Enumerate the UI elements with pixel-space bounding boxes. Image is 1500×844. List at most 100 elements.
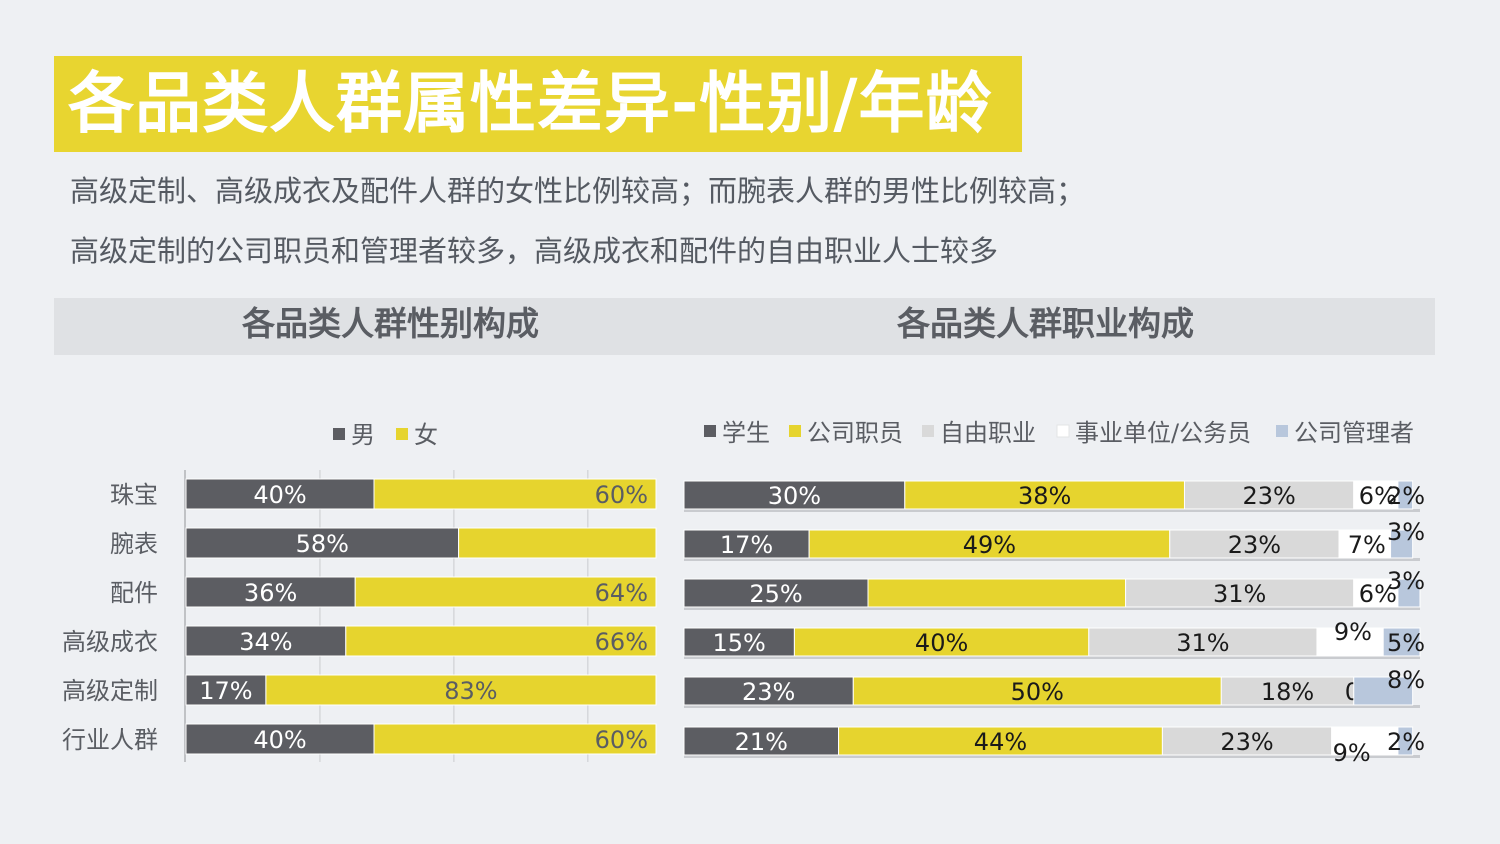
bar-segment: [683, 726, 840, 756]
data-label: 15%: [713, 629, 766, 657]
bar-segment: [1382, 627, 1421, 657]
bar-segment: [1397, 578, 1421, 608]
data-label: 17%: [199, 677, 252, 705]
bar-segment: [683, 676, 854, 706]
data-label: 7%: [1348, 531, 1386, 559]
bar-segment: [265, 674, 657, 706]
bar-shadow: [684, 509, 1420, 512]
legend-swatch: [789, 425, 801, 437]
section-header-band: [54, 298, 1435, 355]
bar-shadow: [684, 705, 1420, 708]
data-label: 31%: [1213, 580, 1266, 608]
bar-segment: [1183, 480, 1355, 510]
bar-shadow: [684, 558, 1420, 561]
bar-shadow: [684, 755, 1420, 758]
data-label: 66%: [595, 628, 648, 656]
bar-shadow: [684, 607, 1420, 610]
data-label: 5%: [1387, 629, 1425, 657]
data-label: 6%: [1359, 580, 1397, 608]
legend-label: 男: [351, 421, 375, 449]
bar-segment: [852, 676, 1222, 706]
subtitle-line-2: 高级定制的公司职员和管理者较多，高级成衣和配件的自由职业人士较多: [70, 234, 999, 268]
data-label: 40%: [253, 726, 306, 754]
data-label: 3%: [1387, 567, 1425, 595]
bar-segment: [1316, 627, 1384, 657]
bar-segment: [185, 674, 267, 706]
bar-segment: [185, 723, 375, 755]
bar-segment: [354, 576, 657, 608]
data-label: 44%: [974, 728, 1027, 756]
data-label: 9%: [1333, 739, 1371, 767]
legend-label: 学生: [722, 419, 770, 447]
data-label: 31%: [1176, 629, 1229, 657]
bar-segment: [1397, 726, 1414, 756]
right-section-title: 各品类人群职业构成: [897, 304, 1194, 343]
data-label: 40%: [253, 481, 306, 509]
left-section-title: 各品类人群性别构成: [242, 304, 539, 343]
data-label: 8%: [1387, 666, 1425, 694]
page-title: 各品类人群属性差异-性别/年龄: [68, 65, 993, 142]
bar-segment: [838, 726, 1163, 756]
data-label: 2%: [1387, 482, 1425, 510]
bar-segment: [904, 480, 1185, 510]
data-label: 49%: [963, 531, 1016, 559]
data-label: 21%: [735, 728, 788, 756]
bar-segment: [683, 480, 906, 510]
bar-segment: [1390, 529, 1414, 559]
legend-swatch: [1276, 425, 1288, 437]
legend-label: 公司职员: [807, 419, 903, 447]
bar-segment: [1331, 726, 1399, 756]
bar-segment: [1353, 480, 1399, 510]
category-label: 行业人群: [62, 726, 158, 754]
legend-swatch: [922, 425, 934, 437]
bar-segment: [185, 576, 356, 608]
data-label: 30%: [768, 482, 821, 510]
bar-segment: [1353, 578, 1399, 608]
data-label: 23%: [1220, 728, 1273, 756]
legend-label: 女: [414, 421, 438, 449]
bar-segment: [185, 625, 347, 657]
data-label: 2%: [1387, 728, 1425, 756]
legend-swatch: [396, 428, 408, 440]
bar-segment: [1220, 676, 1355, 706]
legend-label: 公司管理者: [1294, 419, 1414, 447]
category-label: 高级定制: [62, 677, 158, 705]
category-label: 腕表: [110, 530, 158, 558]
bar-segment: [458, 527, 657, 559]
bar-segment: [683, 529, 810, 559]
bar-segment: [373, 478, 657, 510]
title-banner: [54, 56, 1022, 152]
data-label: 17%: [720, 531, 773, 559]
category-label: 高级成衣: [62, 628, 158, 656]
bar-segment: [793, 627, 1090, 657]
bar-segment: [867, 578, 1127, 608]
bar-segment: [185, 478, 375, 510]
data-label: 64%: [595, 579, 648, 607]
data-label: 18%: [1261, 678, 1314, 706]
data-label: 40%: [915, 629, 968, 657]
data-label: 9%: [1334, 618, 1372, 646]
data-label: 58%: [296, 530, 349, 558]
legend-label: 自由职业: [940, 419, 1036, 447]
legend-label: 事业单位/公务员: [1075, 419, 1251, 447]
legend-swatch: [1056, 424, 1070, 438]
data-label: 34%: [239, 628, 292, 656]
legend-swatch: [704, 425, 716, 437]
data-label: 83%: [444, 677, 497, 705]
data-label: 23%: [1242, 482, 1295, 510]
category-label: 珠宝: [110, 481, 158, 509]
data-label: 3%: [1387, 518, 1425, 546]
data-label: 25%: [749, 580, 802, 608]
data-label: 60%: [595, 481, 648, 509]
data-label: 36%: [244, 579, 297, 607]
bar-segment: [683, 578, 869, 608]
bar-segment: [1353, 676, 1414, 706]
bar-segment: [345, 625, 657, 657]
data-label: 23%: [742, 678, 795, 706]
subtitle-line-1: 高级定制、高级成衣及配件人群的女性比例较高；而腕表人群的男性比例较高；: [70, 174, 1086, 208]
bar-segment: [185, 527, 460, 559]
data-label: 38%: [1018, 482, 1071, 510]
data-label: 50%: [1011, 678, 1064, 706]
